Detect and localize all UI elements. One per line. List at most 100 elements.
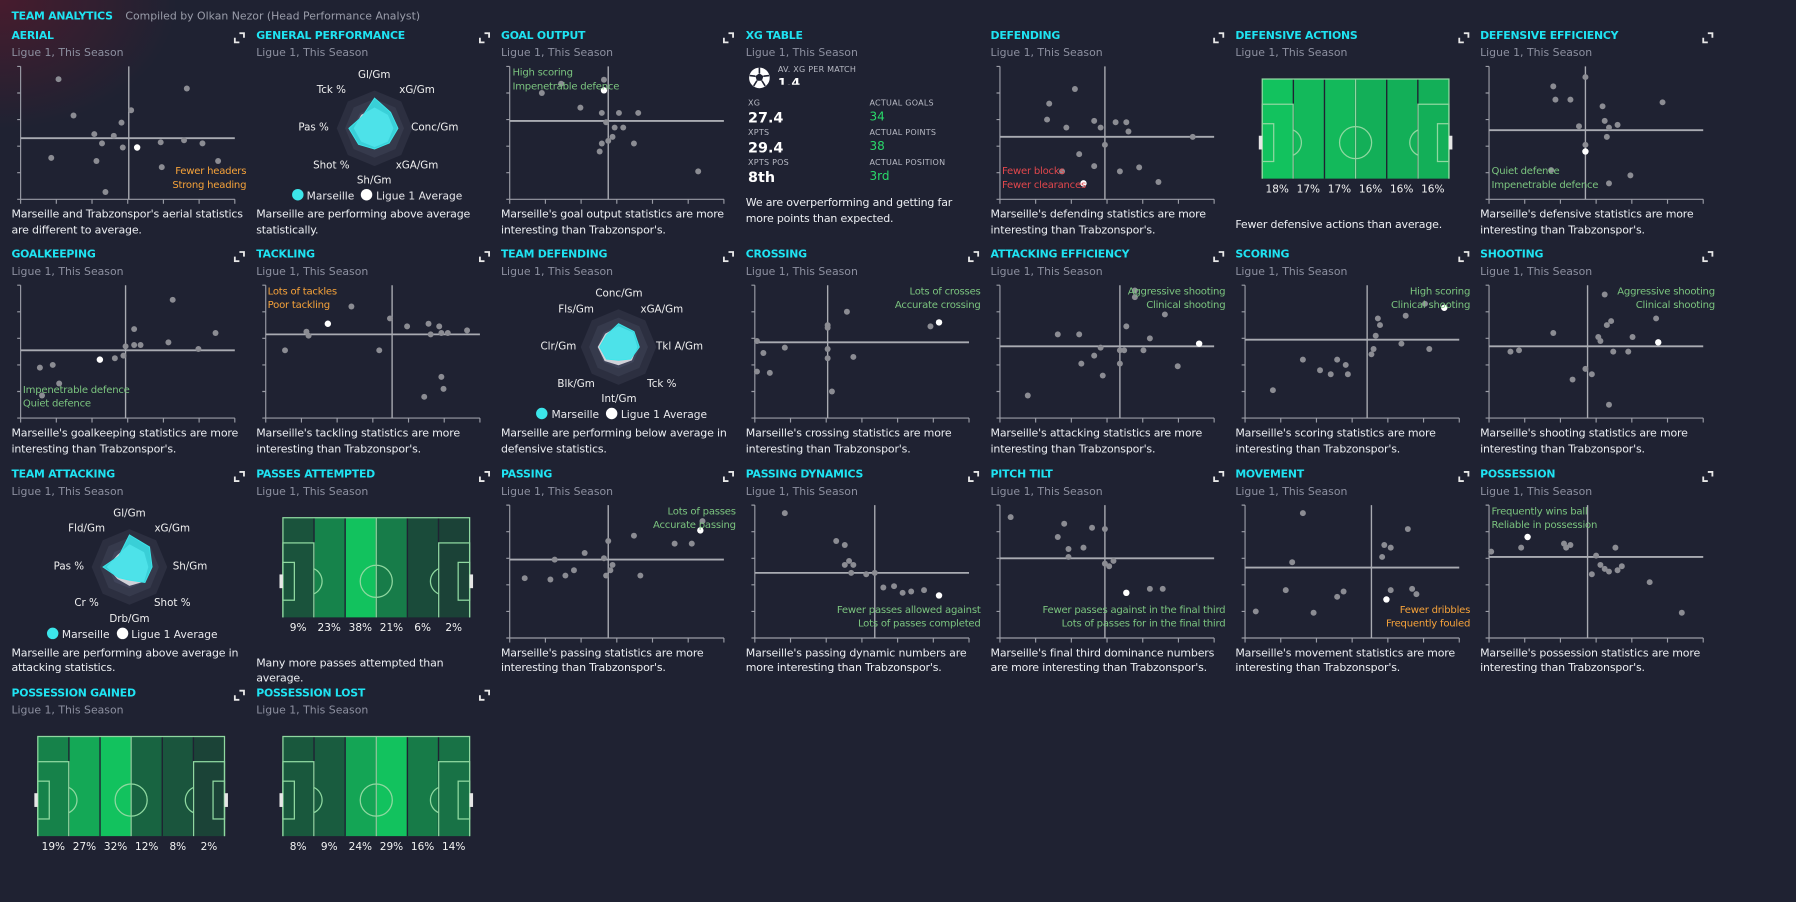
team-point — [1063, 124, 1070, 131]
percent-sign: % — [86, 840, 97, 854]
team-point — [1125, 128, 1132, 135]
annotation-line: Frequently wins ball — [1491, 505, 1588, 518]
actual-row-value: 34 — [869, 109, 885, 124]
team-point — [637, 572, 644, 579]
expand-icon[interactable] — [723, 251, 735, 263]
expand-icon[interactable] — [968, 251, 980, 263]
team-point — [1425, 346, 1432, 353]
expand-icon[interactable] — [1702, 32, 1714, 44]
team-point — [599, 140, 606, 147]
zone-value: 17 — [1296, 183, 1311, 196]
zone-value: 19 — [41, 840, 56, 854]
team-point — [212, 330, 219, 337]
expand-icon[interactable] — [1457, 470, 1469, 482]
team-point — [1380, 541, 1387, 548]
percent-sign: % — [55, 840, 66, 854]
team-point — [118, 119, 125, 126]
team-point — [1135, 164, 1142, 171]
percent-sign: % — [330, 621, 341, 635]
expand-icon[interactable] — [478, 470, 490, 482]
team-point — [110, 132, 117, 139]
zone-value: 23 — [317, 621, 331, 635]
panel-title: DEFENDING — [990, 29, 1061, 43]
team-point — [48, 154, 55, 161]
radar-axis-label: Gl/Gm — [358, 69, 391, 82]
expand-icon[interactable] — [1702, 251, 1714, 263]
panel-description: Marseille's goalkeeping statistics are m… — [11, 427, 239, 456]
team-point — [833, 537, 840, 544]
panel-title: ATTACKING EFFICIENCY — [990, 248, 1130, 262]
team-point — [1131, 294, 1138, 301]
team-point — [1120, 347, 1127, 354]
panel-description: Marseille's goal output statistics are m… — [500, 208, 724, 237]
panel-xg-table: XG TABLE Ligue 1, This Season We are overp… — [746, 30, 975, 245]
expand-icon[interactable] — [233, 470, 245, 482]
quadrant-annotation: Fewer dribbles Frequently fouled — [1386, 603, 1470, 630]
panel-description: Marseille's crossing statistics are more… — [745, 427, 952, 456]
team-point — [1589, 371, 1596, 378]
scatter-chart — [1485, 504, 1705, 643]
panel-subtitle: Ligue 1, This Season — [745, 266, 858, 279]
expand-icon[interactable] — [1212, 251, 1224, 263]
panel-defending: DEFENDING Ligue 1, This Season Marseille's… — [990, 29, 1224, 245]
team-point — [605, 137, 612, 144]
team-point — [1123, 323, 1130, 330]
team-point — [1550, 83, 1557, 90]
expand-icon[interactable] — [478, 32, 490, 44]
expand-icon[interactable] — [1212, 32, 1224, 44]
radar-axis-label: Tck % — [647, 378, 677, 391]
panel-description: Marseille's attacking statistics are mor… — [990, 427, 1203, 456]
expand-icon[interactable] — [478, 251, 490, 263]
page-subtitle: Compiled by Olkan Nezor (Head Performanc… — [125, 10, 421, 23]
expand-icon[interactable] — [233, 689, 245, 701]
panel-subtitle: Ligue 1, This Season — [500, 46, 614, 60]
panel-tackling: TACKLING Ligue 1, This Season Marseille's … — [256, 249, 490, 464]
radar-axis-label: xGA/Gm — [395, 159, 439, 172]
team-point — [1075, 151, 1082, 158]
zone-percentage: 16% — [1421, 183, 1444, 196]
scatter-chart — [751, 504, 970, 643]
team-point — [183, 85, 190, 92]
team-point — [1174, 363, 1181, 370]
expand-icon[interactable] — [233, 32, 245, 44]
team-point — [1155, 179, 1162, 186]
zone-value: 32 — [103, 840, 118, 854]
expand-icon[interactable] — [1457, 32, 1469, 44]
team-point — [281, 347, 288, 354]
panel-description: Marseille's defending statistics are mor… — [990, 208, 1207, 237]
team-point — [1316, 367, 1323, 374]
average-legend-dot — [361, 188, 373, 201]
team-point — [1589, 570, 1596, 577]
panel-defensive-actions: DEFENSIVE ACTIONS Ligue 1, This Season Few… — [1235, 30, 1469, 245]
panel-description: Fewer defensive actions than average. — [1235, 218, 1443, 232]
expand-icon[interactable] — [233, 251, 245, 263]
panel-subtitle: Ligue 1, This Season — [11, 704, 124, 717]
team-point — [1071, 86, 1078, 92]
expand-icon[interactable] — [723, 32, 735, 44]
marseille-polygon — [599, 323, 641, 362]
expand-icon[interactable] — [1702, 470, 1714, 482]
team-point — [635, 109, 642, 116]
panel-subtitle: Ligue 1, This Season — [11, 485, 124, 498]
radar-axis-label: Sh/Gm — [356, 175, 392, 187]
radar-chart — [581, 309, 657, 386]
panel-goalkeeping: GOALKEEPING Ligue 1, This Season Marseille… — [11, 249, 245, 464]
expand-icon[interactable] — [1457, 251, 1469, 263]
page-title: TEAM ANALYTICS — [11, 10, 113, 23]
panel-subtitle: Ligue 1, This Season — [745, 485, 858, 498]
team-point — [1507, 349, 1514, 355]
percent-sign: % — [296, 840, 307, 854]
expand-icon[interactable] — [968, 470, 980, 482]
average-legend-dot — [116, 627, 128, 639]
team-point — [122, 343, 129, 350]
expand-icon[interactable] — [723, 470, 735, 482]
team-point — [215, 158, 222, 165]
expand-icon[interactable] — [1212, 470, 1224, 482]
pitch-zone — [313, 736, 345, 837]
expand-icon[interactable] — [478, 689, 490, 701]
pitch-zone — [68, 736, 101, 837]
zone-percentage: 6% — [414, 621, 431, 634]
team-point — [607, 566, 614, 573]
panel-description: Marseille's tackling statistics are more… — [256, 427, 460, 456]
